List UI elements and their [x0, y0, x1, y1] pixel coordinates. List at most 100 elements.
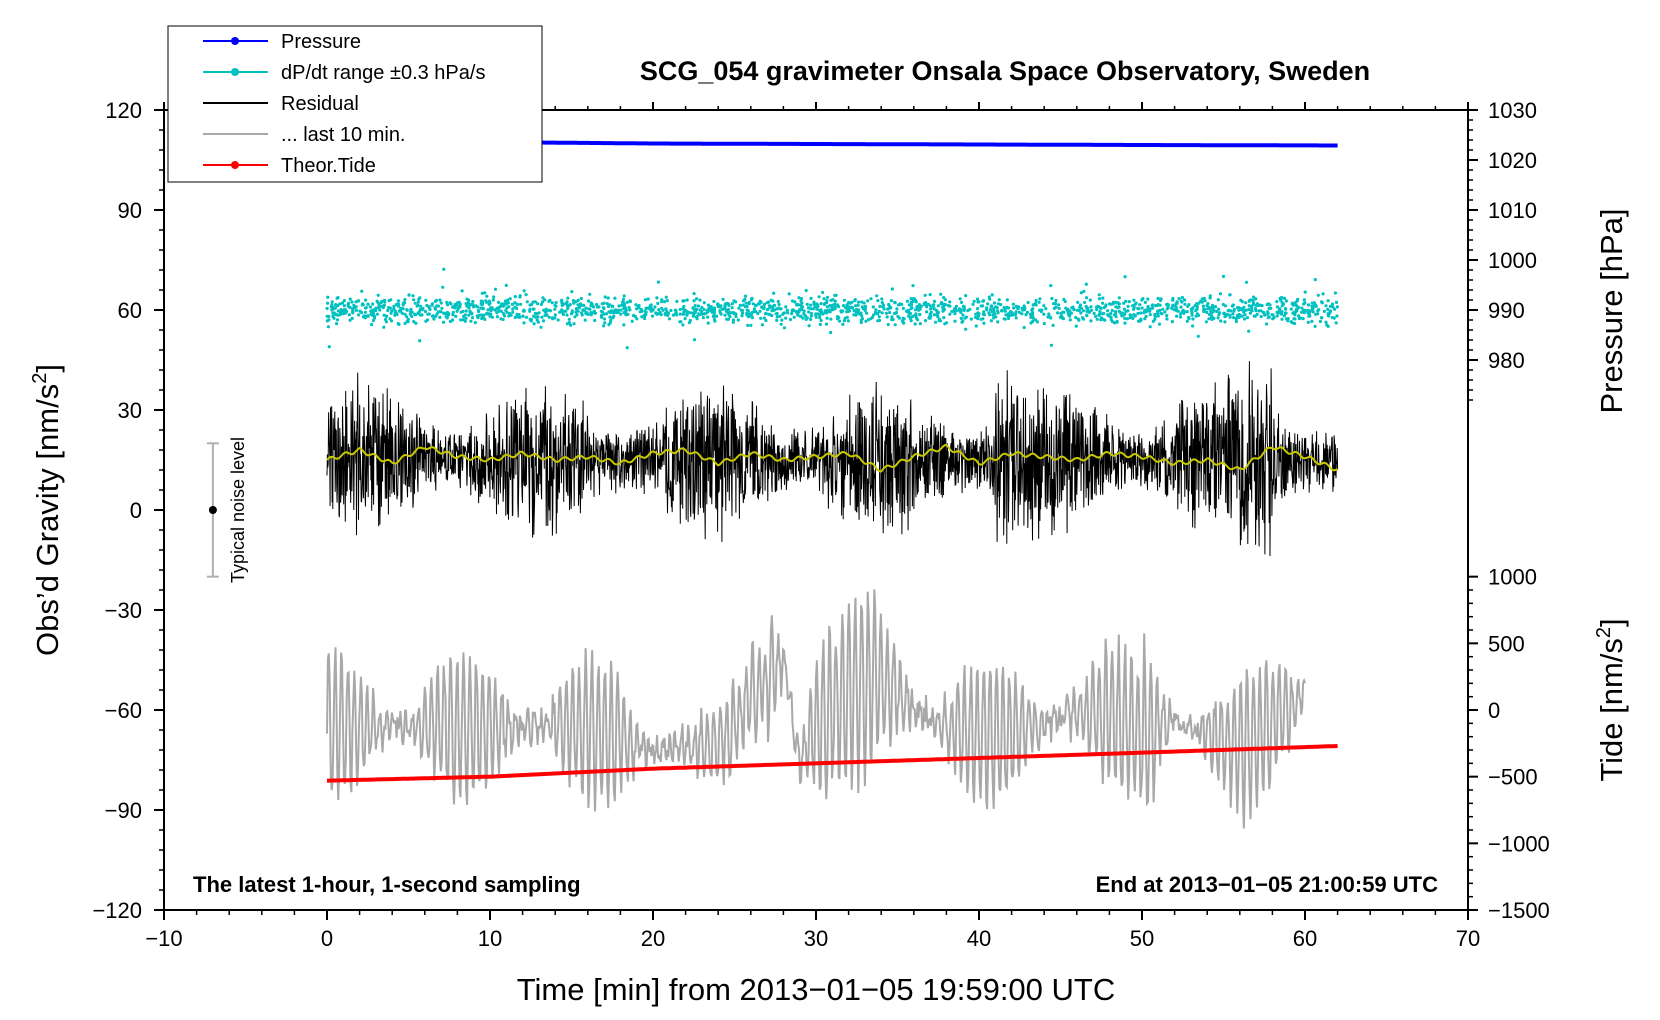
dpdt-point: [350, 316, 354, 320]
dpdt-point: [485, 300, 489, 304]
dpdt-point: [1226, 312, 1230, 316]
dpdt-point: [809, 296, 813, 300]
dpdt-point: [809, 314, 813, 318]
dpdt-point: [583, 318, 587, 322]
dpdt-point: [1102, 311, 1106, 316]
dpdt-point: [1314, 312, 1318, 316]
dpdt-point: [853, 304, 858, 308]
legend-label: Theor.Tide: [281, 155, 376, 177]
dpdt-point: [483, 291, 487, 295]
dpdt-point: [541, 300, 545, 304]
dpdt-point: [1143, 317, 1147, 321]
dpdt-point: [1302, 311, 1306, 315]
dpdt-point: [845, 315, 849, 319]
dpdt-point: [1072, 308, 1076, 312]
dpdt-point: [485, 294, 489, 298]
dpdt-point: [740, 314, 744, 318]
dpdt-point: [411, 294, 415, 298]
dpdt-point: [348, 318, 352, 322]
legend-label: dP/dt range ±0.3 hPa/s: [281, 62, 485, 84]
dpdt-point: [665, 309, 669, 314]
dpdt-point: [1129, 314, 1133, 318]
dpdt-point: [702, 307, 706, 312]
dpdt-point: [363, 310, 368, 314]
dpdt-point: [1014, 304, 1019, 308]
dpdt-point: [1223, 315, 1227, 319]
dpdt-point: [985, 308, 989, 312]
dpdt-point: [1324, 304, 1328, 308]
dpdt-point: [706, 321, 710, 325]
dpdt-point: [1179, 312, 1183, 316]
dpdt-point: [1231, 312, 1235, 316]
dpdt-point: [1250, 309, 1254, 313]
dpdt-point: [799, 299, 803, 303]
dpdt-point: [1250, 305, 1254, 310]
x-tick-label: 70: [1456, 926, 1480, 951]
dpdt-point: [989, 319, 994, 323]
dpdt-point: [653, 305, 657, 309]
dpdt-point: [809, 311, 814, 316]
dpdt-point: [413, 301, 417, 305]
y-axis-label-tide-main: Tide [nm/s: [1594, 638, 1629, 782]
dpdt-point: [869, 297, 873, 301]
dpdt-point: [439, 301, 443, 305]
dpdt-point: [1106, 309, 1110, 313]
dpdt-point: [1280, 295, 1284, 300]
y-axis-label-gravity-sup: 2: [29, 373, 51, 384]
dpdt-point: [375, 299, 379, 303]
dpdt-point: [377, 306, 381, 310]
dpdt-point: [327, 318, 331, 322]
dpdt-point: [565, 313, 569, 317]
dpdt-point: [548, 308, 552, 312]
dpdt-point: [1153, 315, 1157, 319]
dpdt-point: [1313, 324, 1317, 328]
dpdt-point: [1320, 316, 1324, 320]
dpdt-point: [619, 308, 623, 312]
dpdt-point: [1031, 319, 1035, 323]
dpdt-point: [535, 318, 539, 322]
dpdt-point: [923, 293, 927, 297]
dpdt-point: [465, 304, 469, 308]
dpdt-point: [799, 296, 804, 301]
dpdt-point: [974, 315, 978, 319]
dpdt-point: [775, 315, 779, 319]
dpdt-point: [887, 302, 891, 307]
dpdt-point: [430, 314, 435, 318]
dpdt-point: [734, 300, 738, 304]
dpdt-point: [816, 303, 820, 308]
dpdt-point: [464, 302, 468, 306]
dpdt-point: [913, 308, 918, 312]
dpdt-point: [363, 316, 367, 320]
dpdt-point: [807, 310, 811, 314]
dpdt-point: [687, 321, 692, 325]
dpdt-point: [959, 316, 963, 320]
dpdt-point: [1185, 310, 1189, 314]
dpdt-point: [613, 296, 617, 300]
dpdt-point: [1278, 307, 1282, 311]
dpdt-point: [1123, 321, 1127, 325]
dpdt-point: [819, 311, 824, 315]
dpdt-point: [352, 303, 356, 307]
dpdt-point: [1146, 297, 1150, 301]
dpdt-point: [572, 322, 576, 326]
dpdt-point: [909, 319, 913, 323]
dpdt-point: [330, 300, 334, 304]
dpdt-point: [694, 315, 699, 319]
dpdt-point: [1017, 310, 1022, 314]
dpdt-point: [737, 306, 741, 310]
dpdt-point: [646, 297, 650, 301]
dpdt-point: [657, 308, 661, 312]
dpdt-point: [427, 312, 431, 316]
dpdt-point: [656, 301, 660, 305]
dpdt-point: [627, 305, 631, 310]
dpdt-point: [939, 302, 943, 306]
dpdt-point: [354, 308, 358, 312]
dpdt-point: [602, 306, 606, 310]
dpdt-point: [403, 297, 407, 302]
dpdt-point: [504, 302, 508, 306]
dpdt-point: [786, 311, 790, 315]
dpdt-point: [1068, 314, 1072, 318]
dpdt-point: [993, 312, 997, 316]
dpdt-point: [537, 311, 541, 315]
dpdt-point: [1254, 297, 1258, 301]
